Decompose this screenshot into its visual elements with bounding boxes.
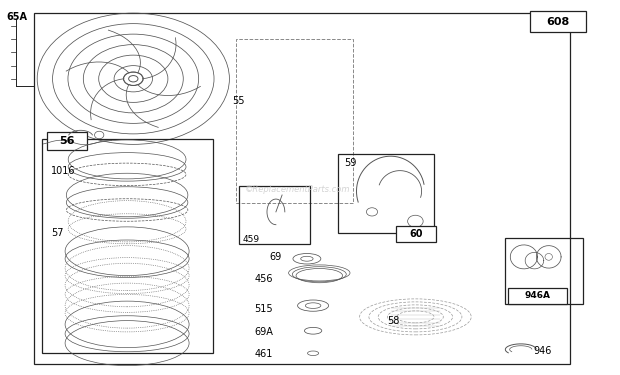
Text: 55: 55 bbox=[232, 96, 245, 106]
Text: 56: 56 bbox=[59, 136, 74, 146]
Text: 461: 461 bbox=[254, 350, 273, 359]
Bar bbox=[530, 11, 586, 32]
Text: 515: 515 bbox=[254, 304, 273, 314]
Text: 60: 60 bbox=[409, 229, 423, 239]
Text: 459: 459 bbox=[243, 236, 260, 244]
Text: 456: 456 bbox=[254, 274, 273, 284]
Bar bbox=[46, 132, 87, 150]
Text: 69: 69 bbox=[270, 252, 282, 262]
Bar bbox=[239, 186, 310, 244]
Text: 608: 608 bbox=[546, 17, 570, 27]
Text: 59: 59 bbox=[344, 158, 356, 168]
Text: 946: 946 bbox=[533, 346, 552, 355]
Bar bbox=[338, 154, 434, 232]
Text: 57: 57 bbox=[51, 228, 63, 237]
Text: 58: 58 bbox=[388, 316, 400, 326]
Text: ©ReplacementParts.com: ©ReplacementParts.com bbox=[245, 185, 350, 194]
Text: 1016: 1016 bbox=[51, 166, 76, 176]
Bar bbox=[34, 13, 570, 364]
Bar bbox=[396, 226, 436, 242]
Text: 65A: 65A bbox=[6, 12, 27, 22]
Text: 946A: 946A bbox=[525, 291, 551, 300]
Text: 69A: 69A bbox=[254, 327, 273, 337]
Bar bbox=[236, 39, 353, 203]
Bar bbox=[42, 139, 213, 352]
Bar bbox=[508, 288, 567, 304]
Bar bbox=[505, 238, 583, 304]
